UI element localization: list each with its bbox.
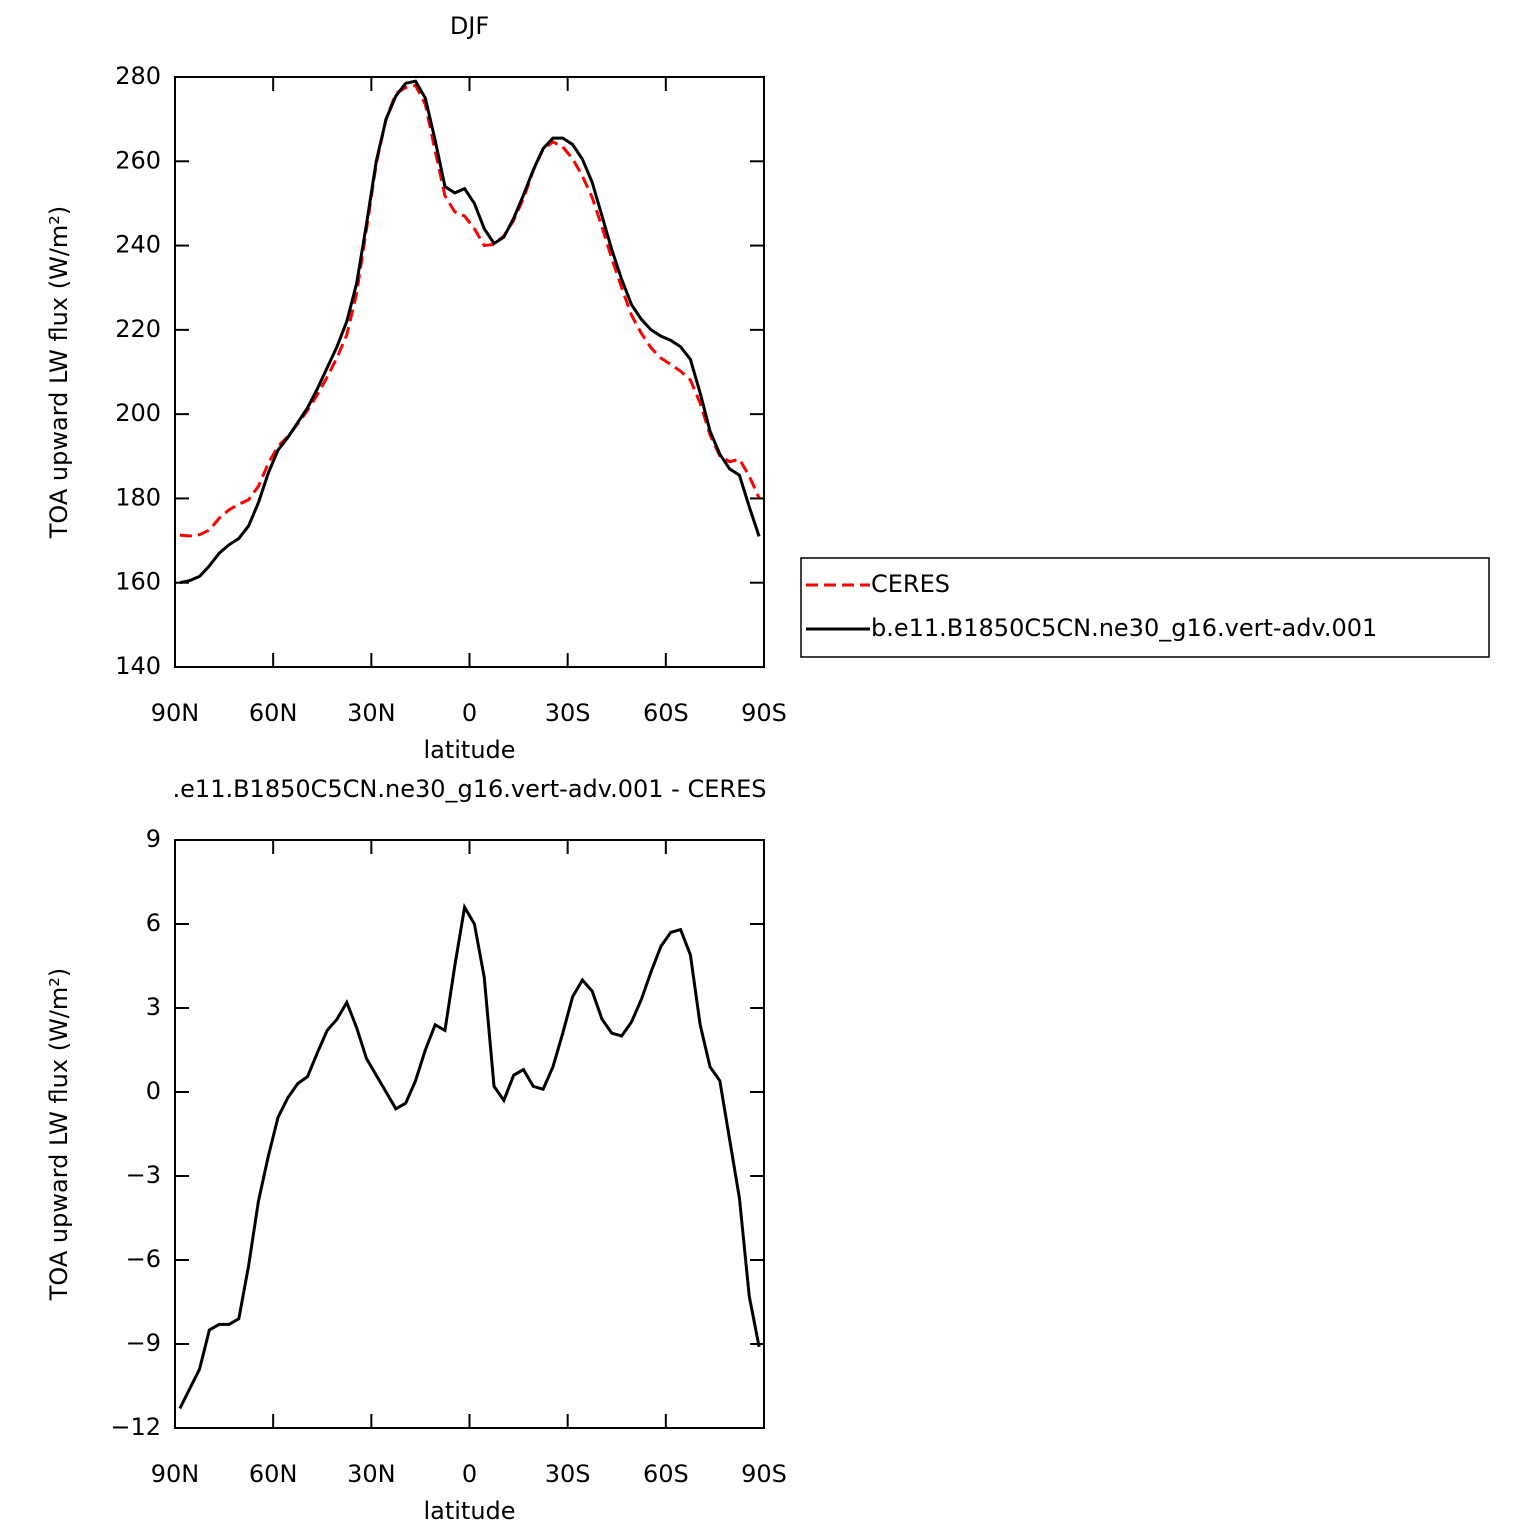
legend-box [800,557,1490,658]
legend-label: CERES [871,570,950,598]
x-tick-label: 0 [462,699,477,727]
y-tick-label: 6 [146,909,161,937]
x-tick-label: 60S [643,699,689,727]
y-tick-label: −3 [126,1161,161,1189]
y-axis-label: TOA upward LW flux (W/m²) [45,968,73,1302]
x-tick-label: 90S [741,1460,787,1488]
y-tick-label: −12 [110,1413,161,1441]
legend: CERES b.e11.B1850C5CN.ne30_g16.vert-adv.0… [800,557,1490,658]
x-tick-label: 30N [347,699,396,727]
x-tick-label: 90N [151,699,200,727]
y-tick-label: −9 [126,1329,161,1357]
data-line [179,79,761,585]
y-tick-label: 3 [146,993,161,1021]
y-tick-label: 280 [115,62,161,90]
x-tick-label: 60S [643,1460,689,1488]
x-axis-label: latitude [423,1497,515,1525]
y-tick-label: 260 [115,146,161,174]
x-axis-label: latitude [423,736,515,764]
y-tick-label: 180 [115,483,161,511]
plot-frame [174,76,765,668]
chart-title: DJF [450,12,489,40]
x-tick-label: 90N [151,1460,200,1488]
y-tick-label: 140 [115,652,161,680]
x-tick-label: 30N [347,1460,396,1488]
y-tick-label: 220 [115,315,161,343]
x-tick-label: 30S [545,699,591,727]
data-line [179,83,761,538]
x-tick-label: 30S [545,1460,591,1488]
legend-label: b.e11.B1850C5CN.ne30_g16.vert-adv.001 [871,614,1377,642]
y-axis-label: TOA upward LW flux (W/m²) [45,206,73,540]
y-tick-label: 200 [115,399,161,427]
x-tick-label: 0 [462,1460,477,1488]
x-tick-label: 60N [249,1460,298,1488]
y-tick-label: −6 [126,1245,161,1273]
x-tick-label: 90S [741,699,787,727]
y-tick-label: 9 [146,825,161,853]
x-tick-label: 60N [249,699,298,727]
plot-frame [174,839,765,1429]
y-tick-label: 240 [115,231,161,259]
y-tick-label: 160 [115,568,161,596]
chart-title: .e11.B1850C5CN.ne30_g16.vert-adv.001 - C… [173,775,767,803]
y-tick-label: 0 [146,1077,161,1105]
data-line [178,902,761,1410]
